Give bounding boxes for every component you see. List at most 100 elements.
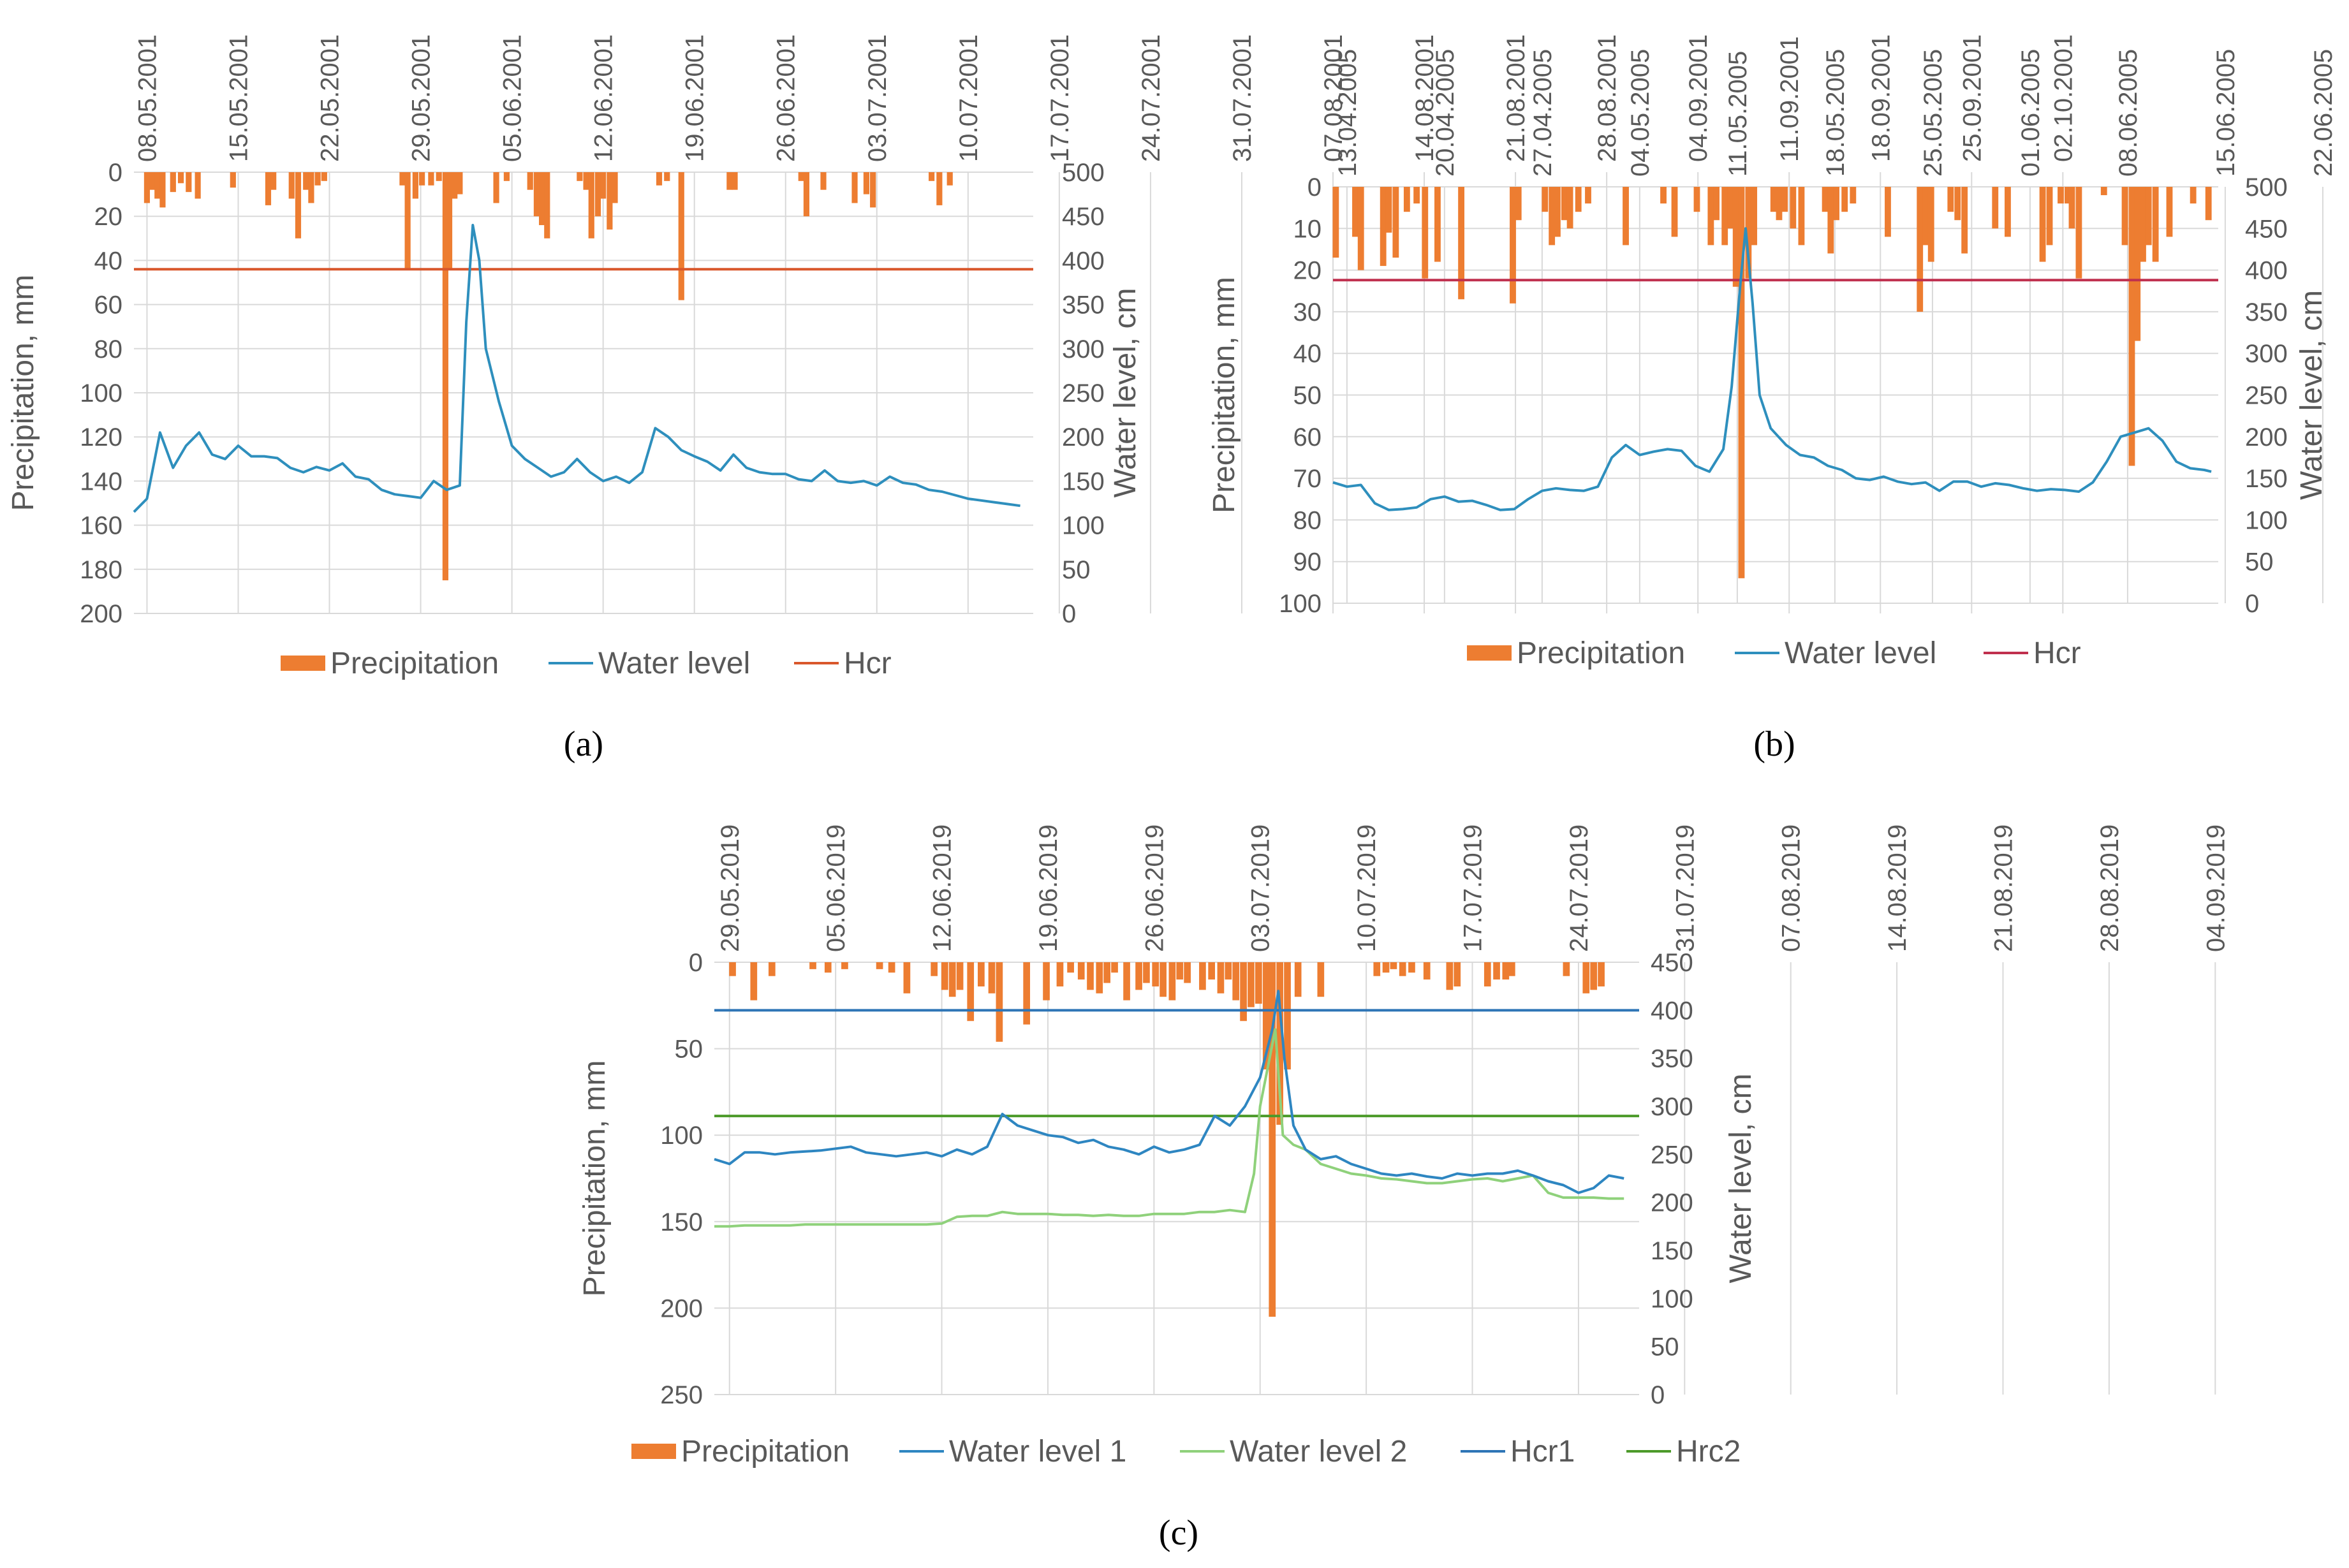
right-tick-label: 450 xyxy=(1651,949,1693,977)
date-tick-label: 12.06.2001 xyxy=(590,34,618,162)
right-tick-label: 50 xyxy=(2245,548,2274,576)
precipitation-bar xyxy=(295,172,302,238)
precipitation-bar xyxy=(1317,962,1325,997)
precipitation-bar xyxy=(1284,962,1291,1070)
left-tick-label: 180 xyxy=(80,556,122,584)
panel-caption: (b) xyxy=(1753,724,1795,764)
right-tick-label: 200 xyxy=(1651,1189,1693,1217)
precipitation-bar xyxy=(1111,962,1118,973)
right-tick-label: 100 xyxy=(1651,1285,1693,1313)
precipitation-bar xyxy=(1961,187,1968,254)
precipitation-bar xyxy=(1240,962,1247,1022)
precipitation-bar xyxy=(1392,187,1399,258)
precipitation-bar xyxy=(612,172,618,203)
left-tick-label: 100 xyxy=(80,379,122,407)
precipitation-bar xyxy=(2005,187,2011,237)
precipitation-bar xyxy=(798,172,804,181)
precipitation-bar xyxy=(1135,962,1142,990)
precipitation-bar xyxy=(664,172,670,181)
precipitation-bar xyxy=(428,172,434,186)
right-tick-label: 300 xyxy=(1651,1093,1693,1121)
precipitation-bar xyxy=(870,172,876,208)
precipitation-bar xyxy=(1917,187,1924,312)
series-line-water-level xyxy=(133,224,1020,513)
precipitation-bar xyxy=(170,172,176,193)
left-tick-label: 60 xyxy=(1293,423,1322,451)
right-tick-label: 350 xyxy=(2245,298,2288,326)
precipitation-bar xyxy=(1798,187,1805,245)
precipitation-bar xyxy=(2128,187,2135,466)
precipitation-bar xyxy=(1408,962,1415,973)
date-tick-label: 28.08.2001 xyxy=(1593,34,1621,162)
precipitation-bar xyxy=(1357,187,1364,270)
right-tick-label: 350 xyxy=(1651,1045,1693,1073)
date-tick-label: 01.06.2005 xyxy=(2017,49,2045,177)
y-axis-title-right: Water level, cm xyxy=(1724,1074,1758,1284)
precipitation-bar xyxy=(946,172,953,186)
date-tick-label: 10.07.2019 xyxy=(1353,824,1381,952)
date-tick-label: 04.09.2001 xyxy=(1684,34,1712,162)
right-tick-label: 250 xyxy=(1062,379,1105,407)
left-tick-label: 250 xyxy=(660,1381,703,1409)
date-tick-label: 24.07.2001 xyxy=(1137,34,1165,162)
precipitation-bar xyxy=(1446,962,1454,990)
precipitation-bar xyxy=(903,962,911,993)
date-tick-label: 29.05.2001 xyxy=(408,34,436,162)
right-tick-label: 0 xyxy=(1062,600,1076,628)
right-tick-label: 400 xyxy=(2245,257,2288,285)
right-tick-label: 0 xyxy=(2245,590,2259,618)
right-tick-label: 0 xyxy=(1651,1381,1665,1409)
precipitation-bar xyxy=(1262,962,1270,1070)
left-tick-label: 80 xyxy=(94,335,123,363)
date-tick-label: 29.05.2019 xyxy=(716,824,744,952)
left-tick-label: 80 xyxy=(1293,506,1322,534)
precipitation-bar xyxy=(1992,187,1999,229)
precipitation-bar xyxy=(1727,187,1734,229)
precipitation-bar xyxy=(750,962,758,1000)
precipitation-bar xyxy=(2039,187,2046,262)
precipitation-bar xyxy=(314,172,321,186)
precipitation-bar xyxy=(1056,962,1064,986)
left-tick-label: 100 xyxy=(1279,590,1322,618)
left-tick-label: 40 xyxy=(94,247,123,275)
precipitation-bar xyxy=(1399,962,1406,976)
precipitation-bar xyxy=(2145,187,2152,245)
date-tick-label: 21.08.2019 xyxy=(1989,824,2017,952)
right-tick-label: 350 xyxy=(1062,291,1105,319)
date-tick-label: 19.06.2019 xyxy=(1035,824,1063,952)
precipitation-bar xyxy=(1199,962,1206,990)
right-tick-label: 400 xyxy=(1062,247,1105,275)
panel-caption: (a) xyxy=(564,724,603,764)
right-tick-label: 500 xyxy=(2245,173,2288,201)
date-tick-label: 13.04.2005 xyxy=(1334,49,1362,177)
precipitation-bar xyxy=(2100,187,2107,196)
panel-b-chart: 0102030405060708090100500450400350300250… xyxy=(1207,49,2338,764)
precipitation-bar xyxy=(1822,187,1829,212)
precipitation-bar xyxy=(583,172,589,190)
precipitation-bar xyxy=(159,172,166,208)
precipitation-bar xyxy=(1954,187,1961,221)
precipitation-bar xyxy=(533,172,540,217)
date-tick-label: 27.04.2005 xyxy=(1529,49,1557,177)
precipitation-bar xyxy=(820,172,827,190)
precipitation-bar xyxy=(1225,962,1232,980)
right-tick-label: 100 xyxy=(1062,512,1105,540)
right-tick-label: 250 xyxy=(2245,382,2288,410)
precipitation-bar xyxy=(1563,962,1570,976)
precipitation-bar xyxy=(1255,962,1262,1004)
precipitation-bar xyxy=(1023,962,1031,1025)
precipitation-bar xyxy=(988,962,996,993)
precipitation-bar xyxy=(1123,962,1130,1000)
precipitation-bar xyxy=(419,172,425,186)
precipitation-bar xyxy=(1841,187,1848,212)
precipitation-bar xyxy=(1770,187,1777,212)
date-tick-label: 19.06.2001 xyxy=(681,34,709,162)
precipitation-bar xyxy=(1732,187,1739,287)
right-tick-label: 150 xyxy=(1062,467,1105,495)
precipitation-bar xyxy=(888,962,895,973)
precipitation-bar xyxy=(656,172,663,186)
precipitation-bar xyxy=(1707,187,1714,245)
left-tick-label: 100 xyxy=(660,1122,703,1150)
precipitation-bar xyxy=(1484,962,1491,986)
precipitation-bar xyxy=(154,172,161,199)
